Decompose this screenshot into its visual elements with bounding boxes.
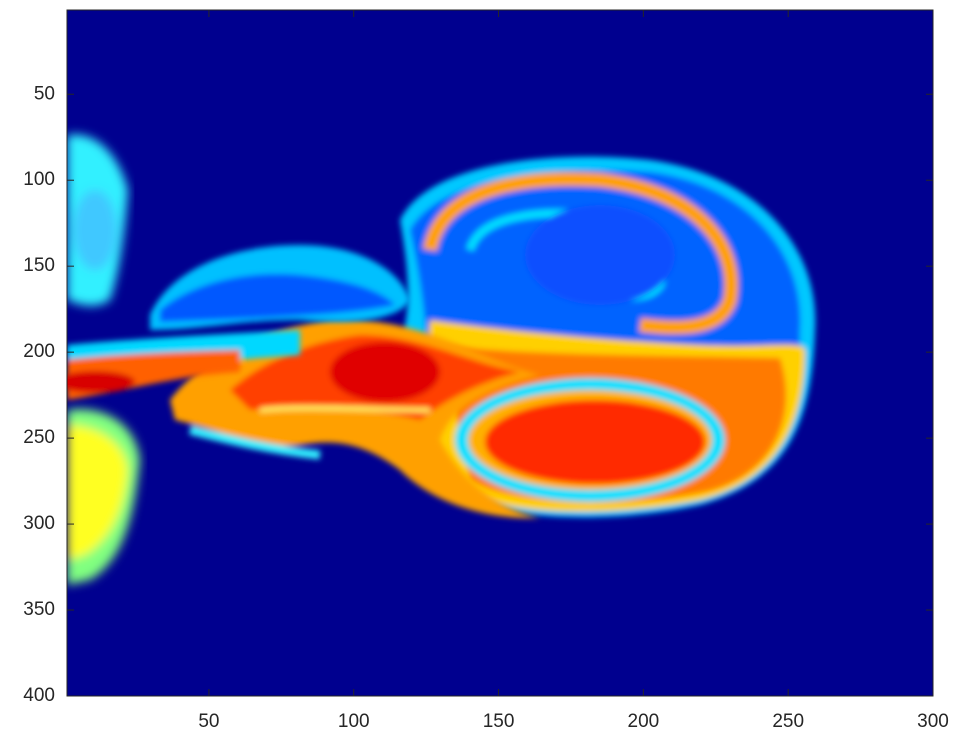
x-tick-label: 50 — [198, 711, 219, 732]
image-field — [67, 10, 933, 696]
x-tick-label: 250 — [772, 711, 804, 732]
x-tick-label: 150 — [483, 711, 515, 732]
x-tick-label: 300 — [917, 711, 949, 732]
axes-box — [66, 9, 934, 697]
x-tick-label: 200 — [628, 711, 660, 732]
y-tick-label: 100 — [23, 169, 55, 190]
y-tick-label: 350 — [23, 599, 55, 620]
y-tick-label: 50 — [34, 83, 55, 104]
y-tick-label: 200 — [23, 341, 55, 362]
y-tick-label: 150 — [23, 255, 55, 276]
y-tick-label: 400 — [23, 685, 55, 706]
x-tick-label: 100 — [338, 711, 370, 732]
y-tick-label: 300 — [23, 513, 55, 534]
y-tick-label: 250 — [23, 427, 55, 448]
